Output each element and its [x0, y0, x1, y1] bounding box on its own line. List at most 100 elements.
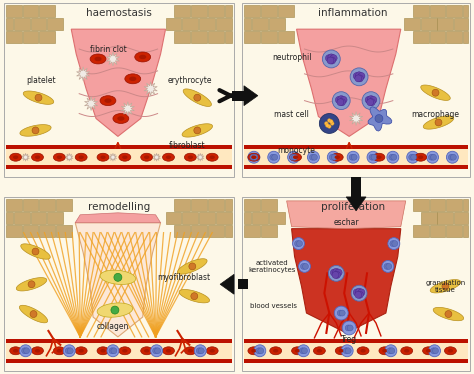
Circle shape: [308, 151, 319, 163]
Circle shape: [301, 348, 308, 354]
Circle shape: [355, 75, 362, 82]
Polygon shape: [75, 223, 161, 337]
Ellipse shape: [248, 347, 260, 355]
Bar: [6, 31, 22, 43]
Ellipse shape: [357, 347, 369, 355]
Circle shape: [351, 285, 367, 301]
Ellipse shape: [270, 347, 282, 355]
Bar: [447, 225, 462, 237]
Bar: [429, 31, 446, 43]
Ellipse shape: [9, 347, 22, 355]
Circle shape: [270, 154, 276, 160]
Circle shape: [191, 293, 198, 300]
Polygon shape: [421, 85, 450, 100]
Circle shape: [32, 127, 39, 134]
Ellipse shape: [415, 153, 427, 161]
Ellipse shape: [404, 349, 410, 353]
Polygon shape: [220, 275, 234, 294]
Bar: [244, 343, 468, 359]
Bar: [404, 18, 419, 30]
Bar: [191, 31, 207, 43]
Bar: [174, 199, 191, 211]
Text: macrophage: macrophage: [411, 110, 459, 119]
Circle shape: [432, 89, 439, 96]
Bar: [429, 5, 446, 17]
Circle shape: [356, 72, 363, 79]
Bar: [6, 18, 13, 30]
Bar: [191, 199, 207, 211]
Circle shape: [371, 154, 377, 160]
Bar: [30, 212, 46, 224]
Circle shape: [369, 154, 375, 160]
Circle shape: [392, 240, 398, 246]
Bar: [420, 18, 437, 30]
Text: fibrin clot: fibrin clot: [90, 45, 127, 53]
Ellipse shape: [97, 153, 109, 161]
Bar: [242, 197, 470, 371]
Bar: [208, 225, 224, 237]
Circle shape: [332, 272, 339, 278]
Circle shape: [330, 55, 337, 62]
Ellipse shape: [122, 349, 128, 353]
Ellipse shape: [9, 153, 22, 161]
Circle shape: [272, 154, 278, 160]
Circle shape: [30, 310, 37, 318]
Ellipse shape: [292, 347, 303, 355]
Bar: [6, 225, 22, 237]
Bar: [269, 212, 285, 224]
Bar: [39, 31, 55, 43]
Circle shape: [328, 266, 344, 281]
Ellipse shape: [119, 153, 131, 161]
Ellipse shape: [206, 153, 218, 161]
Text: myofibroblast: myofibroblast: [157, 273, 211, 282]
Bar: [463, 199, 468, 211]
Circle shape: [256, 348, 262, 354]
Circle shape: [353, 73, 360, 80]
Text: eschar: eschar: [333, 218, 359, 227]
Polygon shape: [16, 278, 47, 291]
Circle shape: [153, 348, 159, 354]
Circle shape: [384, 263, 390, 269]
Ellipse shape: [100, 156, 106, 159]
Circle shape: [292, 154, 298, 160]
Circle shape: [345, 325, 351, 331]
Bar: [244, 145, 468, 149]
Ellipse shape: [35, 349, 40, 353]
Circle shape: [196, 348, 202, 354]
Bar: [455, 212, 468, 224]
Circle shape: [311, 154, 318, 160]
Text: granulation
tissue: granulation tissue: [425, 280, 465, 293]
Polygon shape: [244, 86, 258, 105]
Polygon shape: [84, 96, 98, 111]
Bar: [438, 212, 453, 224]
Circle shape: [391, 154, 397, 160]
Circle shape: [194, 94, 201, 101]
Ellipse shape: [104, 98, 111, 103]
Ellipse shape: [129, 77, 137, 81]
Circle shape: [355, 291, 362, 298]
Polygon shape: [109, 153, 117, 161]
Ellipse shape: [79, 156, 84, 159]
Ellipse shape: [100, 349, 106, 353]
Bar: [244, 212, 251, 224]
Polygon shape: [423, 116, 454, 129]
Circle shape: [339, 310, 345, 316]
Ellipse shape: [184, 347, 196, 355]
Circle shape: [327, 57, 334, 64]
Ellipse shape: [97, 347, 109, 355]
Circle shape: [387, 151, 399, 163]
Circle shape: [297, 240, 302, 246]
Ellipse shape: [293, 156, 298, 159]
Circle shape: [410, 154, 417, 160]
Bar: [208, 31, 224, 43]
Ellipse shape: [13, 349, 18, 353]
Bar: [165, 18, 182, 30]
Bar: [447, 31, 462, 43]
Ellipse shape: [373, 153, 385, 161]
Circle shape: [310, 154, 315, 160]
Bar: [23, 31, 38, 43]
Circle shape: [19, 345, 32, 357]
Circle shape: [343, 348, 349, 354]
Circle shape: [111, 306, 119, 314]
Bar: [39, 5, 55, 17]
